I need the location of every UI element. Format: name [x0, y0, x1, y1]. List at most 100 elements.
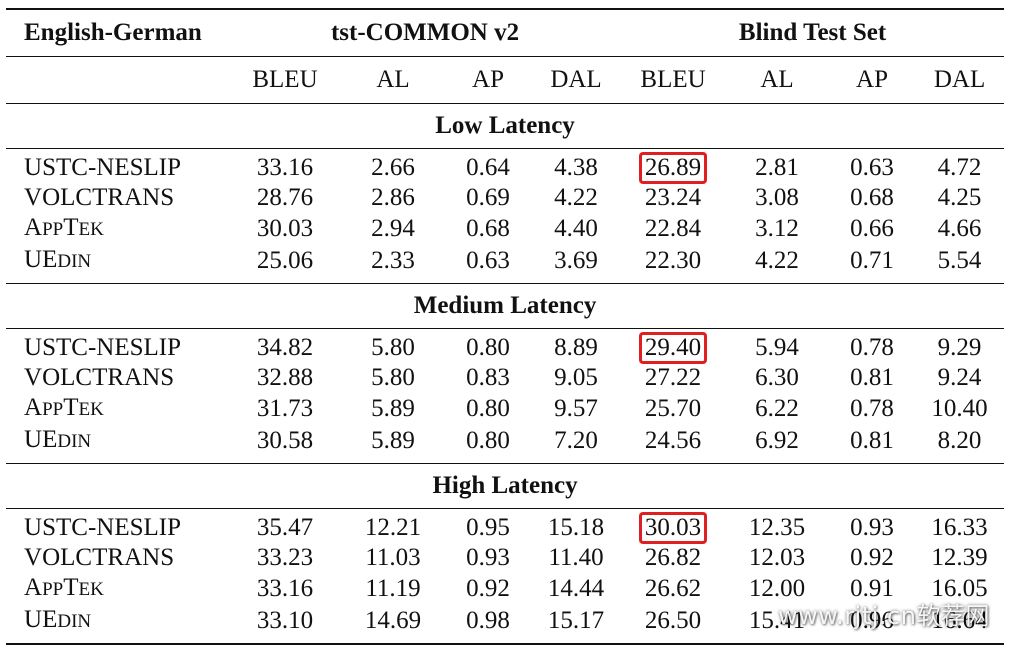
- language-pair-header: English-German: [6, 8, 229, 57]
- score-cell: 5.89: [371, 427, 415, 454]
- score-cell: 0.80: [466, 395, 510, 422]
- metric-header-row: BLEU AL AP DAL BLEU AL AP DAL: [6, 56, 1005, 104]
- table-row: USTC-NESLIP 33.16 2.66 0.64 4.38 26.89 2.81 0.6…: [6, 149, 1004, 184]
- score-cell: 8.20: [937, 427, 982, 454]
- score-cell: 16.64: [915, 605, 1005, 645]
- score-cell: 2.94: [371, 215, 415, 242]
- score-cell: 6.92: [755, 427, 799, 454]
- score-cell: 8.89: [554, 334, 598, 361]
- best-score-highlight: 26.89: [638, 152, 708, 184]
- score-cell: 30.58: [256, 427, 314, 454]
- score-cell: 12.35: [748, 514, 806, 541]
- score-cell: 0.63: [466, 247, 510, 274]
- score-cell: 0.80: [466, 427, 510, 454]
- score-cell: 11.40: [548, 544, 604, 571]
- system-name-cell: VOLCTRANS: [24, 364, 175, 391]
- score-cell: 15.17: [531, 605, 622, 645]
- score-cell: 0.83: [466, 364, 510, 391]
- score-cell: 33.23: [256, 544, 314, 571]
- score-cell: 6.22: [755, 395, 799, 422]
- system-name-cell: APPTEK: [24, 214, 104, 241]
- table-row: UEDIN 33.10 14.69 0.98 15.17 26.50 15.41 0.96 16…: [6, 605, 1005, 645]
- score-cell: 26.89: [621, 149, 725, 184]
- empty-header-cell: [6, 56, 229, 104]
- score-cell: 30.03: [256, 215, 314, 242]
- section-title: High Latency: [6, 463, 1005, 509]
- group-header-row: English-German tst-COMMON v2 Blind Test …: [6, 8, 1005, 57]
- score-cell: 15.41: [725, 605, 830, 645]
- score-cell: 0.91: [850, 575, 894, 602]
- system-name-cell: UEDIN: [6, 605, 229, 645]
- metric-header-dal: DAL: [915, 56, 1005, 104]
- score-cell: 5.54: [937, 247, 982, 274]
- best-score-highlight: 29.40: [638, 332, 708, 364]
- score-cell: 4.72: [937, 154, 982, 181]
- score-cell: 26.82: [644, 544, 702, 571]
- system-name-cell: USTC-NESLIP: [24, 334, 182, 361]
- score-cell: 33.16: [256, 154, 314, 181]
- score-cell: 11.19: [365, 575, 421, 602]
- score-cell: 0.92: [466, 575, 510, 602]
- score-cell: 12.00: [748, 575, 806, 602]
- score-cell: 25.06: [256, 247, 314, 274]
- score-cell: 27.22: [644, 364, 702, 391]
- score-cell: 0.63: [850, 154, 894, 181]
- score-cell: 0.64: [466, 154, 510, 181]
- score-cell: 0.95: [466, 514, 510, 541]
- table-row: VOLCTRANS 33.23 11.03 0.93 11.40 26.82 12.03 0.…: [6, 543, 1004, 573]
- table-row: APPTEK 30.03 2.94 0.68 4.40 22.84 3.12 0.66 4.66: [6, 213, 1004, 245]
- blind-test-group-header: Blind Test Set: [621, 8, 1005, 57]
- section-header-row: Medium Latency: [6, 283, 1005, 329]
- score-cell: 4.38: [554, 154, 598, 181]
- score-cell: 16.33: [931, 514, 988, 541]
- score-cell: 32.88: [256, 364, 314, 391]
- score-cell: 3.69: [554, 247, 598, 274]
- metric-header-al: AL: [725, 56, 830, 104]
- score-cell: 0.80: [466, 334, 510, 361]
- score-cell: 0.71: [850, 247, 894, 274]
- score-cell: 35.47: [256, 514, 314, 541]
- metric-header-bleu: BLEU: [621, 56, 726, 104]
- section-header-row: Low Latency: [6, 103, 1005, 149]
- score-cell: 3.12: [755, 215, 799, 242]
- score-cell: 0.66: [850, 215, 894, 242]
- score-cell: 12.03: [748, 544, 806, 571]
- score-cell: 22.30: [644, 247, 702, 274]
- table-row: UEDIN 25.06 2.33 0.63 3.69 22.30 4.22 0.71 5.54: [6, 245, 1004, 284]
- score-cell: 28.76: [256, 184, 314, 211]
- score-cell: 2.81: [755, 154, 799, 181]
- score-cell: 0.81: [850, 427, 894, 454]
- score-cell: 0.96: [829, 605, 916, 645]
- score-cell: 0.81: [850, 364, 894, 391]
- table-body: Low Latency USTC-NESLIP 33.16 2.66 0.64 4.38 2…: [6, 103, 1005, 645]
- metric-header-ap: AP: [445, 56, 531, 104]
- score-cell: 10.40: [931, 395, 988, 422]
- score-cell: 16.05: [931, 575, 988, 602]
- score-cell: 4.40: [554, 215, 598, 242]
- score-cell: 5.94: [755, 334, 799, 361]
- score-cell: 9.29: [937, 334, 982, 361]
- results-table: English-German tst-COMMON v2 Blind Test …: [6, 8, 1005, 645]
- score-cell: 0.93: [466, 544, 510, 571]
- score-cell: 4.25: [937, 184, 982, 211]
- score-cell: 31.73: [256, 395, 314, 422]
- score-cell: 26.50: [621, 605, 726, 645]
- system-name-cell: APPTEK: [24, 574, 104, 601]
- table-row: VOLCTRANS 32.88 5.80 0.83 9.05 27.22 6.30 0.81 9…: [6, 363, 1004, 393]
- score-cell: 22.84: [644, 215, 702, 242]
- metric-header-bleu: BLEU: [229, 56, 341, 104]
- score-cell: 14.44: [547, 575, 605, 602]
- score-cell: 0.93: [850, 514, 894, 541]
- score-cell: 33.16: [256, 575, 314, 602]
- system-name-cell: USTC-NESLIP: [24, 514, 182, 541]
- system-name-cell: UEDIN: [24, 426, 92, 453]
- system-name-cell: APPTEK: [24, 394, 104, 421]
- section-title: Low Latency: [6, 103, 1005, 149]
- best-score-highlight: 30.03: [638, 512, 708, 544]
- score-cell: 4.66: [937, 215, 982, 242]
- tst-common-group-header: tst-COMMON v2: [229, 8, 622, 57]
- table-row: UEDIN 30.58 5.89 0.80 7.20 24.56 6.92 0.81 8.20: [6, 425, 1004, 464]
- section-title: Medium Latency: [6, 283, 1005, 329]
- score-cell: 9.24: [937, 364, 982, 391]
- section-header-row: High Latency: [6, 463, 1005, 509]
